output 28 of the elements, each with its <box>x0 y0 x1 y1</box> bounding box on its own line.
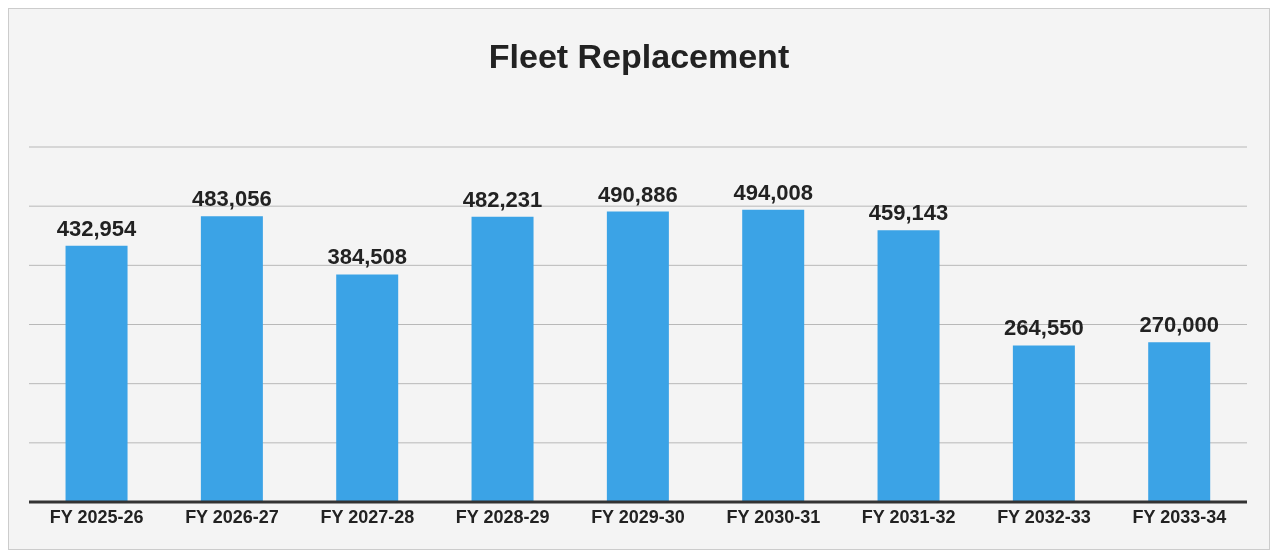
bar <box>742 209 805 502</box>
x-tick-label: FY 2026-27 <box>185 506 279 527</box>
x-tick-label: FY 2027-28 <box>320 506 415 527</box>
data-label: 482,231 <box>462 186 543 212</box>
data-label: 432,954 <box>56 215 138 241</box>
x-tick-label: FY 2030-31 <box>726 506 821 527</box>
bar <box>877 230 940 502</box>
bar <box>65 245 128 502</box>
data-label: 490,886 <box>598 181 678 207</box>
bar <box>200 216 263 502</box>
x-tick-label: FY 2029-30 <box>591 506 685 527</box>
bar <box>336 274 399 502</box>
data-label: 483,056 <box>192 186 272 212</box>
data-label: 264,550 <box>1004 315 1084 341</box>
data-label: 459,143 <box>868 200 949 226</box>
bar <box>606 211 669 502</box>
x-tick-label: FY 2032-33 <box>997 506 1091 527</box>
data-label: 270,000 <box>1139 312 1219 338</box>
bar <box>1148 342 1211 502</box>
bar <box>1012 345 1075 502</box>
x-tick-label: FY 2031-32 <box>861 506 956 527</box>
bar <box>471 216 534 502</box>
x-tick-label: FY 2025-26 <box>49 506 144 527</box>
x-tick-label: FY 2028-29 <box>455 506 550 527</box>
x-tick-label: FY 2033-34 <box>1132 506 1227 527</box>
data-label: 494,008 <box>733 179 813 205</box>
data-label: 384,508 <box>327 244 407 270</box>
chart-title: Fleet Replacement <box>487 36 791 77</box>
